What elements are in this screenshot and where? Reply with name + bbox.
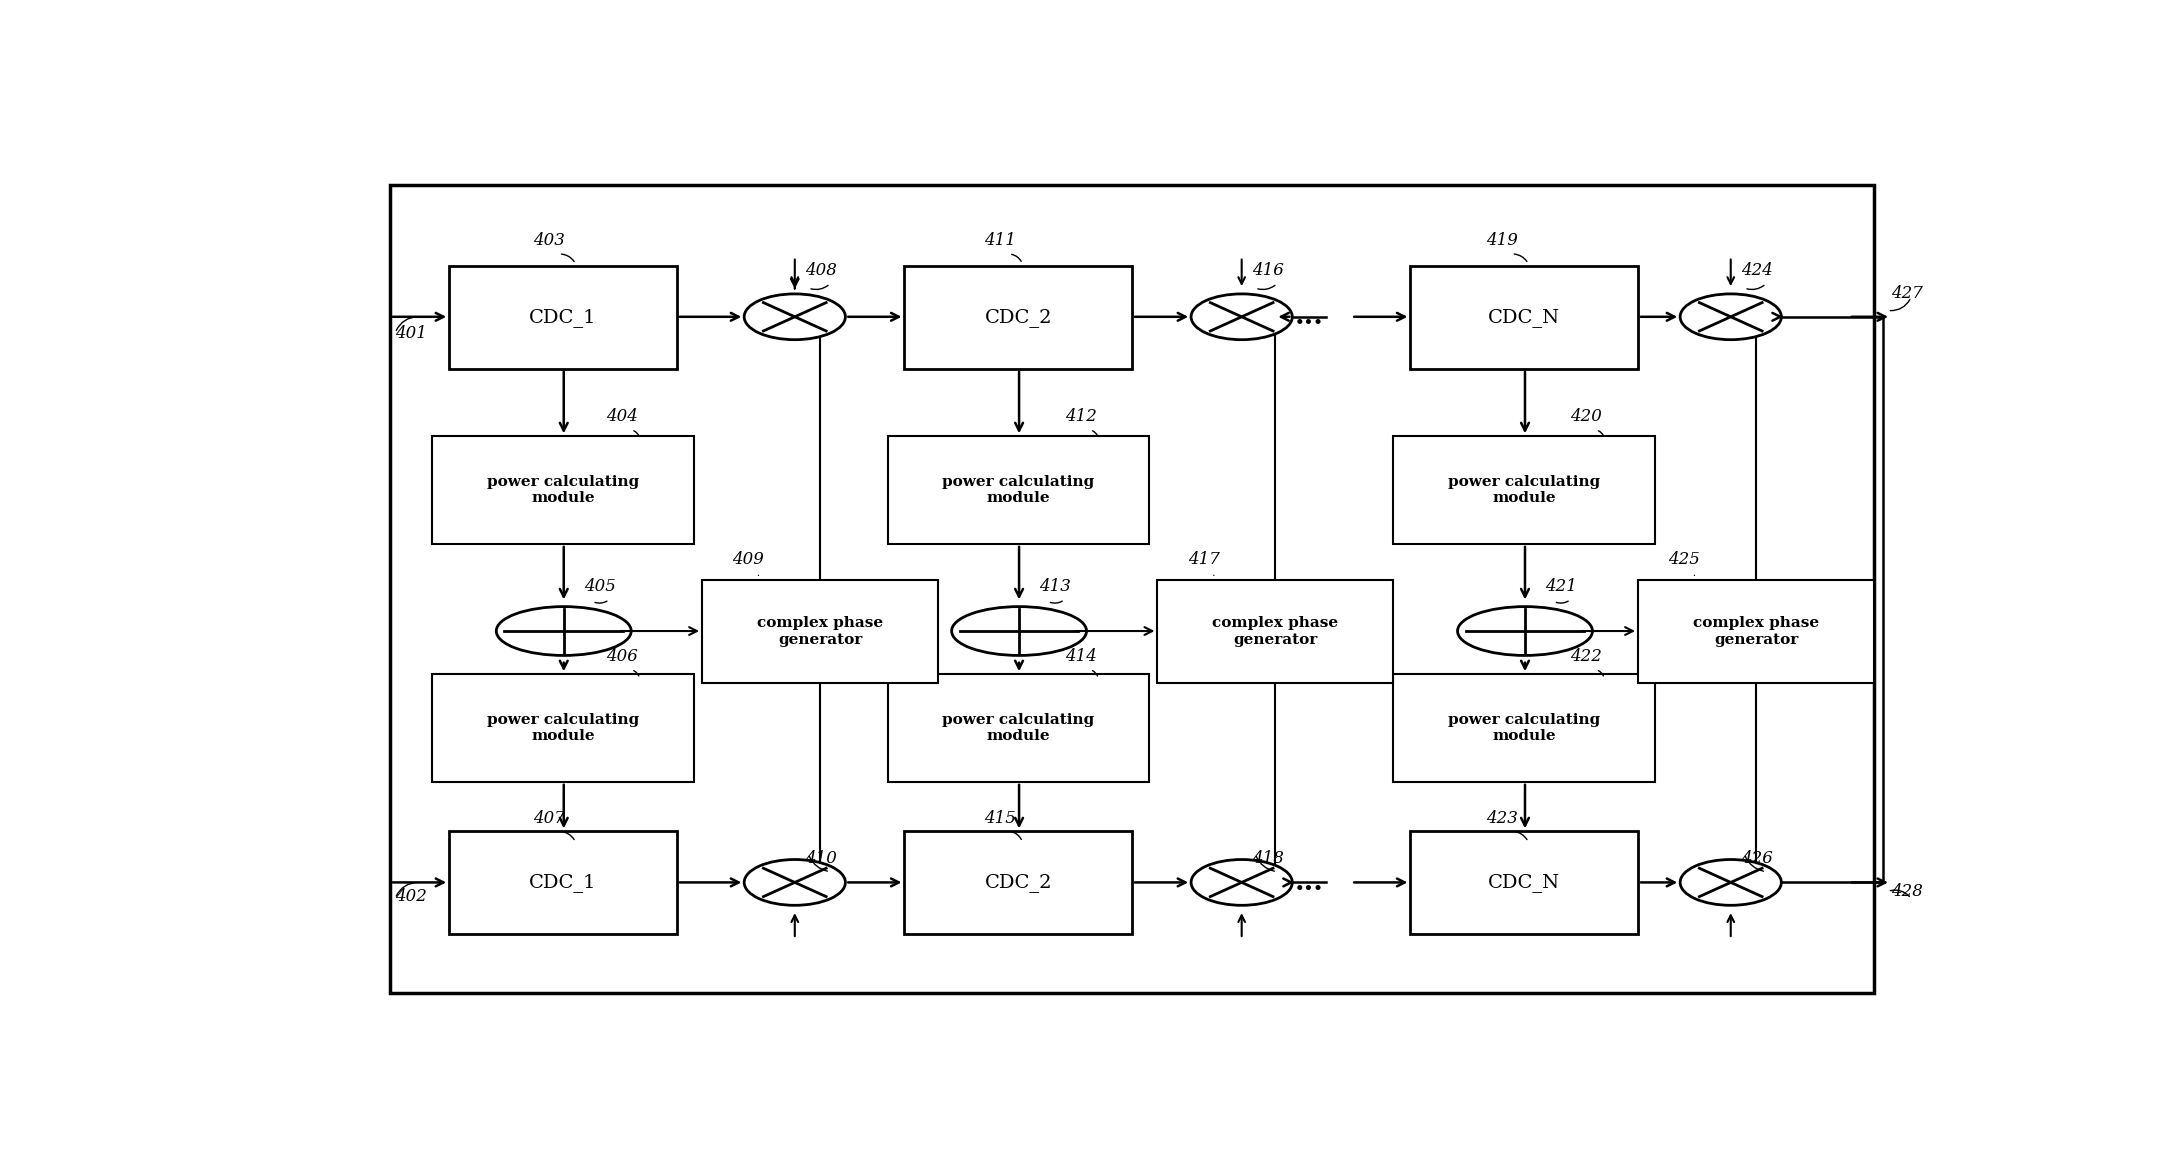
Text: 426: 426 [1741, 850, 1773, 868]
Text: CDC_1: CDC_1 [529, 308, 596, 326]
Text: complex phase
generator: complex phase generator [757, 617, 883, 647]
Text: 413: 413 [1040, 578, 1071, 595]
Text: CDC_N: CDC_N [1488, 873, 1560, 892]
Text: 419: 419 [1486, 232, 1519, 250]
Ellipse shape [744, 859, 844, 905]
Text: 401: 401 [396, 325, 426, 342]
Text: 427: 427 [1891, 285, 1924, 302]
Ellipse shape [1680, 859, 1782, 905]
Ellipse shape [744, 294, 844, 339]
Text: 403: 403 [533, 232, 566, 250]
Text: 415: 415 [984, 809, 1016, 827]
Text: 410: 410 [805, 850, 838, 868]
Text: 412: 412 [1064, 408, 1097, 426]
Bar [888, 436, 1149, 543]
Text: 408: 408 [805, 262, 838, 279]
Bar [1158, 580, 1393, 683]
Text: 420: 420 [1571, 408, 1602, 426]
Ellipse shape [1458, 606, 1593, 655]
Text: CDC_2: CDC_2 [984, 873, 1051, 892]
Bar [703, 580, 938, 683]
Text: 421: 421 [1545, 578, 1578, 595]
Text: 411: 411 [984, 232, 1016, 250]
Text: CDC_N: CDC_N [1488, 308, 1560, 326]
Text: complex phase
generator: complex phase generator [1212, 617, 1338, 647]
Text: ...: ... [1295, 303, 1323, 330]
Bar [888, 674, 1149, 782]
Text: 414: 414 [1064, 648, 1097, 665]
Bar [390, 185, 1874, 993]
Text: power calculating
module: power calculating module [487, 475, 640, 505]
Bar [433, 436, 694, 543]
Text: 405: 405 [583, 578, 616, 595]
Text: 425: 425 [1669, 552, 1699, 568]
Ellipse shape [1190, 859, 1293, 905]
Text: complex phase
generator: complex phase generator [1693, 617, 1819, 647]
Bar [448, 266, 677, 368]
Text: 422: 422 [1571, 648, 1602, 665]
Text: 418: 418 [1251, 850, 1284, 868]
Text: power calculating
module: power calculating module [1447, 712, 1599, 743]
Bar [1393, 436, 1656, 543]
Text: power calculating
module: power calculating module [487, 712, 640, 743]
Ellipse shape [496, 606, 631, 655]
Bar [1639, 580, 1874, 683]
Bar [905, 266, 1132, 368]
Bar [1410, 831, 1639, 934]
Ellipse shape [1190, 294, 1293, 339]
Text: 406: 406 [605, 648, 638, 665]
Ellipse shape [1680, 294, 1782, 339]
Text: 402: 402 [396, 887, 426, 905]
Text: 417: 417 [1188, 552, 1219, 568]
Ellipse shape [951, 606, 1086, 655]
Text: 404: 404 [605, 408, 638, 426]
Text: 407: 407 [533, 809, 566, 827]
Text: power calculating
module: power calculating module [1447, 475, 1599, 505]
Text: 428: 428 [1891, 884, 1924, 900]
Bar [1410, 266, 1639, 368]
Text: power calculating
module: power calculating module [942, 712, 1095, 743]
Bar [905, 831, 1132, 934]
Text: CDC_2: CDC_2 [984, 308, 1051, 326]
Text: 424: 424 [1741, 262, 1773, 279]
Bar [433, 674, 694, 782]
Text: ...: ... [1295, 869, 1323, 895]
Text: 423: 423 [1486, 809, 1519, 827]
Bar [1393, 674, 1656, 782]
Text: 416: 416 [1251, 262, 1284, 279]
Text: CDC_1: CDC_1 [529, 873, 596, 892]
Bar [448, 831, 677, 934]
Text: power calculating
module: power calculating module [942, 475, 1095, 505]
Text: 409: 409 [733, 552, 764, 568]
